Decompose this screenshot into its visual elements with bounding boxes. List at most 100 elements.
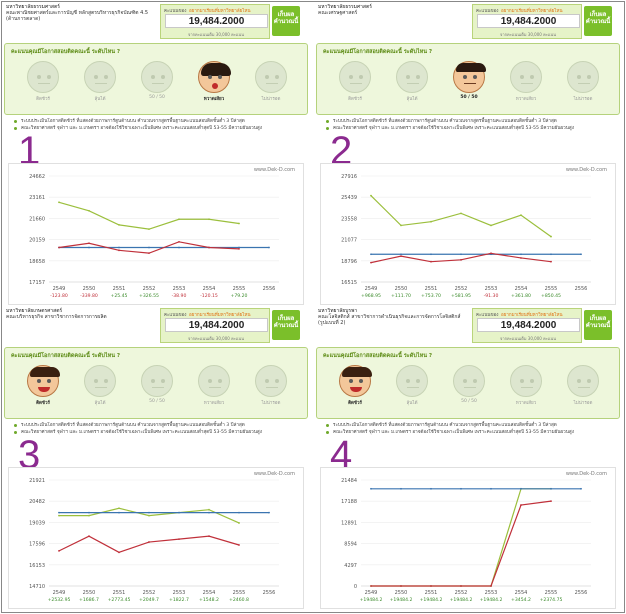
diff-label: +2532.95 <box>48 597 71 603</box>
face-label: ลุ้นได้ <box>406 401 418 406</box>
face-option-3[interactable]: 50 / 50 <box>139 363 175 404</box>
x-tick-label: 2549 <box>53 590 66 596</box>
diff-label: -91.30 <box>484 293 499 299</box>
face-eye <box>587 75 591 79</box>
score-label-link[interactable]: อยากมาเรียนที่มหาวิทยาลัยไหน <box>189 313 251 318</box>
face-eye <box>151 75 155 79</box>
face-eye <box>577 75 581 79</box>
face-option-5[interactable]: ไม่น่ารอด <box>253 363 289 406</box>
face-option-5[interactable]: ไม่น่ารอด <box>565 59 601 102</box>
face-eye <box>265 75 269 79</box>
score-value: 19,484.2000 <box>477 318 580 332</box>
save-result-button[interactable]: เก็บผล คำนวณนี้ <box>584 6 612 36</box>
face-eye <box>47 75 51 79</box>
y-tick-label: 8594 <box>344 542 357 548</box>
face-mouth <box>350 83 362 88</box>
face-option-5[interactable]: ไม่น่ารอด <box>253 59 289 102</box>
score-label-link[interactable]: อยากมาเรียนที่มหาวิทยาลัยไหน <box>189 9 251 14</box>
score-label-link[interactable]: อยากมาเรียนที่มหาวิทยาลัยไหน <box>501 313 563 318</box>
save-result-button[interactable]: เก็บผล คำนวณนี้ <box>272 310 300 340</box>
note-item: ระบบประเมินโอกาสติดชัวร์ ที่แสดงด้วยภาพก… <box>14 118 304 125</box>
university-info: มหาวิทยาลัยบูรพา คณะโลจิสติกส์ สาขาวิชากา… <box>318 308 463 326</box>
chance-rating-title: คะแนนคุณมีโอกาสสอบติดคณะนี้ ระดับไหน ? <box>11 353 121 359</box>
data-point <box>208 508 210 511</box>
data-point <box>88 511 90 514</box>
score-label-link[interactable]: อยากมาเรียนที่มหาวิทยาลัยไหน <box>501 9 563 14</box>
data-point <box>148 252 150 255</box>
x-tick-label: 2550 <box>83 590 96 596</box>
x-tick-label: 2555 <box>233 590 246 596</box>
x-tick-label: 2552 <box>455 286 468 292</box>
score-subtext: จากคะแนนเต็ม 30,000 คะแนน <box>188 336 244 341</box>
website-label: www.Dek-D.com <box>565 167 607 173</box>
score-label: คะแนนของ <box>476 313 499 318</box>
y-tick-label: 23161 <box>29 195 45 201</box>
diff-label: -123.80 <box>50 293 68 299</box>
face-option-1[interactable]: ติดชัวร์ <box>25 363 61 406</box>
face-label: ไม่น่ารอด <box>573 401 593 406</box>
face-option-2[interactable]: ลุ้นได้ <box>82 363 118 406</box>
face-icon <box>567 61 599 93</box>
data-point <box>178 240 180 243</box>
diff-label: +2049.7 <box>139 597 159 603</box>
data-point <box>430 220 432 223</box>
face-option-1[interactable]: ติดชัวร์ <box>337 59 373 102</box>
data-point <box>58 549 60 552</box>
score-label: คะแนนของ <box>476 9 499 14</box>
save-result-button[interactable]: เก็บผล คำนวณนี้ <box>272 6 300 36</box>
face-option-2[interactable]: ลุ้นได้ <box>394 59 430 102</box>
y-tick-label: 24662 <box>29 174 45 180</box>
y-tick-label: 19039 <box>29 520 45 526</box>
face-option-2[interactable]: ลุ้นได้ <box>394 363 430 406</box>
data-point <box>58 511 60 514</box>
university-name: มหาวิทยาลัยบูรพา <box>318 308 358 314</box>
face-icon <box>198 365 230 397</box>
data-point <box>400 255 402 258</box>
face-eye <box>349 379 353 383</box>
y-tick-label: 21484 <box>341 478 357 484</box>
face-option-5[interactable]: ไม่น่ารอด <box>565 363 601 406</box>
face-eye <box>416 379 420 383</box>
data-point <box>520 487 522 490</box>
data-point <box>148 228 150 231</box>
face-icon <box>396 61 428 93</box>
data-point <box>400 585 402 587</box>
diff-label: +19484.2 <box>360 597 383 603</box>
face-eye <box>349 75 353 79</box>
x-tick-label: 2550 <box>83 286 96 292</box>
data-point <box>88 246 90 249</box>
y-tick-label: 0 <box>354 584 357 590</box>
face-option-3[interactable]: 50 / 50 <box>139 59 175 100</box>
save-result-button[interactable]: เก็บผล คำนวณนี้ <box>584 310 612 340</box>
x-tick-label: 2551 <box>425 590 438 596</box>
face-option-1[interactable]: ติดชัวร์ <box>337 363 373 406</box>
face-hair <box>456 63 486 72</box>
data-point <box>238 246 240 249</box>
face-option-4[interactable]: หวาดเสียว <box>508 59 544 102</box>
x-tick-label: 2549 <box>365 286 378 292</box>
face-icon <box>567 365 599 397</box>
diff-label: +1548.2 <box>199 597 219 603</box>
face-option-4[interactable]: หวาดเสียว <box>508 363 544 406</box>
face-hair <box>342 367 372 377</box>
chart-container: www.Dek-D.com 21921 20482 19039 17596 16153 14… <box>8 467 304 609</box>
data-point <box>490 252 492 255</box>
data-point <box>490 585 492 587</box>
face-option-1[interactable]: ติดชัวร์ <box>25 59 61 102</box>
face-option-4[interactable]: หวาดเสียว <box>196 59 232 102</box>
data-point <box>208 511 210 514</box>
face-eye <box>218 379 222 383</box>
face-eye <box>406 75 410 79</box>
face-option-3[interactable]: 50 / 50 <box>451 59 487 100</box>
face-mouth <box>266 83 278 88</box>
face-mouth <box>212 83 218 89</box>
panel-number: 1 <box>18 129 41 173</box>
face-option-4[interactable]: หวาดเสียว <box>196 363 232 406</box>
face-mouth <box>38 83 50 88</box>
face-icon <box>84 365 116 397</box>
note-item: คณะวิทยาศาสตร์ จุฬาฯ และ ม.เกษตรฯ อาจต้อ… <box>14 429 304 436</box>
face-label: 50 / 50 <box>460 95 478 100</box>
face-option-2[interactable]: ลุ้นได้ <box>82 59 118 102</box>
face-option-3[interactable]: 50 / 50 <box>451 363 487 404</box>
